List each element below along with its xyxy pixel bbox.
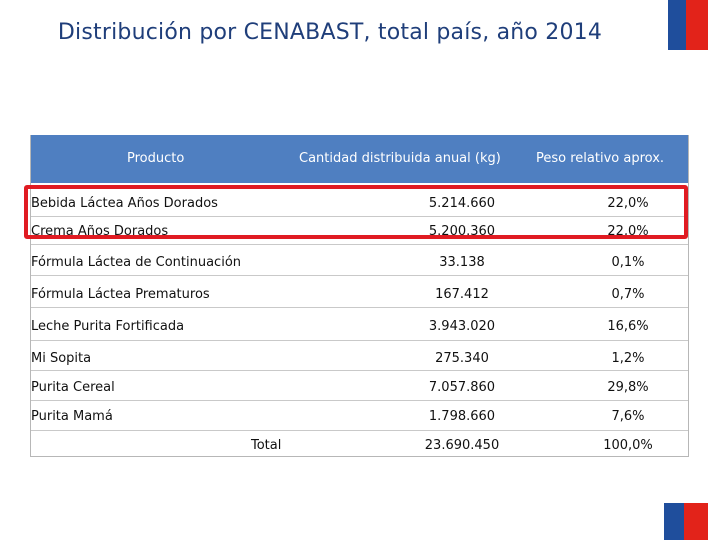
row-divider — [31, 275, 688, 276]
cell-product: Fórmula Láctea de Continuación — [31, 255, 242, 270]
cell-weight: 7,6% — [611, 409, 645, 424]
highlight-box — [24, 185, 688, 239]
row-divider — [31, 370, 688, 371]
header-quantity: Cantidad distribuida anual (kg) — [299, 151, 501, 166]
cell-product: Bebida Láctea Años Dorados — [31, 196, 218, 211]
cell-quantity: 3.943.020 — [428, 319, 496, 334]
cell-product: Purita Mamá — [31, 409, 113, 424]
row-divider — [31, 400, 688, 401]
row-divider — [31, 244, 688, 245]
cell-weight: 0,1% — [611, 255, 645, 270]
cell-weight: 22,0% — [607, 196, 649, 211]
cell-product: Purita Cereal — [31, 380, 115, 395]
cell-product: Mi Sopita — [31, 351, 92, 366]
total-quantity: 23.690.450 — [424, 438, 500, 453]
distribution-table: Producto Cantidad distribuida anual (kg)… — [30, 135, 689, 457]
total-label: Total — [251, 438, 282, 453]
row-divider — [31, 307, 688, 308]
header-weight: Peso relativo aprox. — [536, 151, 665, 166]
cell-quantity: 275.340 — [435, 351, 489, 366]
cell-quantity: 7.057.860 — [428, 380, 496, 395]
cell-quantity: 5.214.660 — [428, 196, 496, 211]
row-divider — [31, 340, 688, 341]
cell-quantity: 167.412 — [435, 287, 489, 302]
cell-quantity: 33.138 — [439, 255, 485, 270]
cell-weight: 0,7% — [611, 287, 645, 302]
cell-weight: 29,8% — [607, 380, 649, 395]
cell-product: Fórmula Láctea Prematuros — [31, 287, 210, 302]
cell-weight: 16,6% — [607, 319, 649, 334]
flag-decoration-top — [668, 0, 708, 50]
table-header: Producto Cantidad distribuida anual (kg)… — [31, 135, 688, 183]
header-product: Producto — [127, 151, 185, 166]
row-divider — [31, 216, 688, 217]
cell-product: Leche Purita Fortificada — [31, 319, 185, 334]
cell-quantity: 1.798.660 — [428, 409, 496, 424]
page-title: Distribución por CENABAST, total país, a… — [57, 20, 603, 45]
flag-decoration-bottom — [664, 503, 708, 540]
total-weight: 100,0% — [603, 438, 653, 453]
row-divider — [31, 430, 688, 431]
cell-weight: 1,2% — [611, 351, 645, 366]
